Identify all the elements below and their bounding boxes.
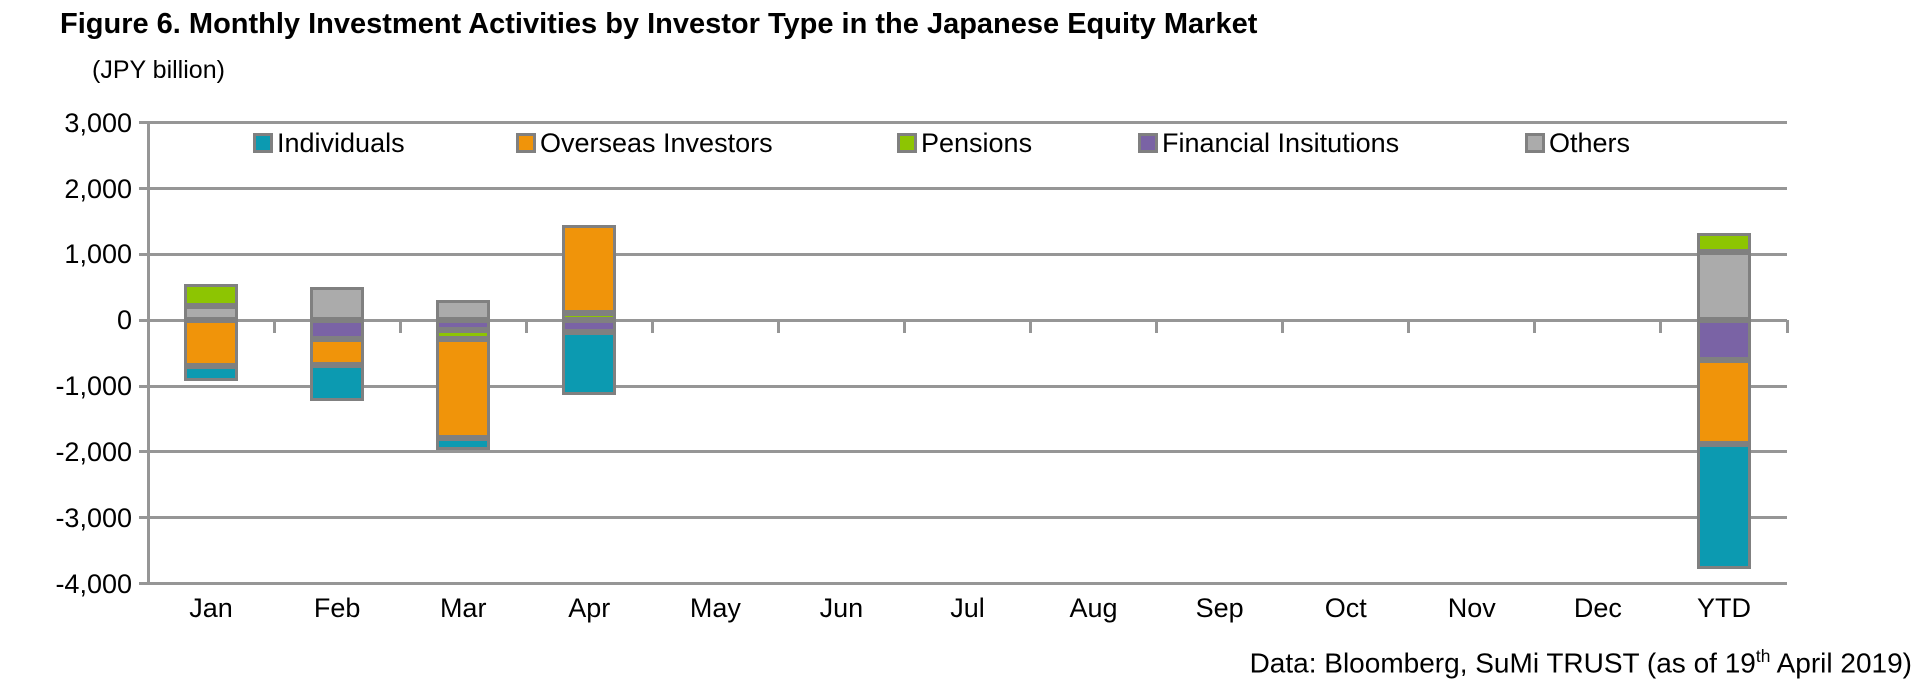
x-axis-tick-label: Aug	[1069, 593, 1118, 623]
gridline	[148, 384, 1787, 388]
source-note-text: Data: Bloomberg, SuMi TRUST (as of 19	[1249, 647, 1756, 679]
legend-marker-icon	[253, 133, 273, 153]
y-axis-tick	[139, 252, 148, 256]
bar-segment	[562, 320, 617, 333]
gridline	[148, 318, 1787, 322]
category-axis-tick	[776, 320, 780, 334]
gridline	[148, 252, 1787, 256]
category-axis-tick	[1659, 320, 1663, 334]
bar-segment	[436, 339, 491, 439]
x-axis-tick-label: May	[689, 593, 741, 623]
legend-marker-icon	[1525, 133, 1545, 153]
bar-segment	[562, 332, 617, 395]
gridline	[148, 450, 1787, 454]
legend-marker-icon	[897, 133, 917, 153]
y-axis-tick-label: 0	[116, 305, 132, 336]
x-axis-tick-label: Jan	[189, 593, 233, 623]
legend-label: Individuals	[277, 128, 405, 158]
y-axis-tick	[139, 582, 148, 586]
x-axis-tick-label: Sep	[1195, 593, 1244, 623]
bar-segment	[436, 299, 491, 321]
bar-segment	[310, 364, 365, 401]
x-axis-tick-label: Oct	[1324, 593, 1367, 623]
y-axis-tick	[139, 187, 148, 191]
figure-title: Figure 6. Monthly Investment Activities …	[60, 8, 1258, 40]
bar-segment	[436, 320, 491, 331]
gridline	[148, 582, 1787, 586]
y-axis-tick-label: -4,000	[55, 568, 132, 599]
gridline	[148, 187, 1787, 191]
x-axis-tick-label: Feb	[313, 593, 361, 623]
bar-segment	[310, 338, 365, 365]
bar-segment	[184, 283, 239, 306]
x-axis-tick-label: Nov	[1447, 593, 1496, 623]
source-note: Data: Bloomberg, SuMi TRUST (as of 19th …	[1250, 646, 1912, 679]
legend-marker-icon	[516, 133, 536, 153]
legend: Individuals Overseas Investors Pensions Fin…	[0, 128, 1920, 162]
category-axis-tick	[1155, 320, 1159, 334]
x-axis-tick-label: Jul	[950, 593, 985, 623]
legend-item: Financial Insitutions	[1138, 128, 1399, 158]
category-axis-tick	[1407, 320, 1411, 334]
category-axis-tick	[398, 320, 402, 334]
bar-segment	[436, 330, 491, 340]
legend-label: Overseas Investors	[540, 128, 773, 158]
y-axis-unit-label: (JPY billion)	[92, 56, 225, 84]
bar-segment	[1696, 360, 1751, 444]
category-axis-tick	[524, 320, 528, 334]
category-axis-tick	[902, 320, 906, 334]
legend-item: Others	[1525, 128, 1630, 158]
x-axis-tick-label: Dec	[1573, 593, 1622, 623]
bar-segment	[1696, 252, 1751, 321]
bar-segment	[184, 366, 239, 382]
bar-segment	[184, 305, 239, 321]
category-axis-tick	[1029, 320, 1033, 334]
category-axis-tick	[1785, 320, 1789, 334]
legend-label: Others	[1549, 128, 1631, 158]
y-axis-tick-label: -1,000	[55, 371, 132, 402]
bar-segment	[1696, 443, 1751, 570]
legend-marker-icon	[1138, 133, 1158, 153]
x-axis-tick-label: Mar	[439, 593, 487, 623]
source-note-superscript: th	[1755, 646, 1771, 666]
source-note-text-2: April 2019)	[1770, 647, 1912, 679]
bar-segment	[562, 225, 617, 313]
bar-segment	[310, 320, 365, 339]
y-axis-tick	[139, 450, 148, 454]
legend-label: Pensions	[921, 128, 1033, 158]
y-axis-tick	[139, 516, 148, 520]
gridline	[148, 516, 1787, 520]
category-axis-tick	[1533, 320, 1537, 334]
bar-segment	[184, 320, 239, 367]
x-axis-tick-label: Jun	[819, 593, 864, 623]
legend-item: Pensions	[897, 128, 1032, 158]
gridline	[148, 121, 1787, 125]
y-axis-tick-label: -2,000	[55, 436, 132, 467]
legend-item: Individuals	[253, 128, 405, 158]
bar-segment	[1696, 320, 1751, 361]
category-axis-tick	[272, 320, 276, 334]
y-axis-tick-label: 3,000	[64, 107, 132, 138]
y-axis-tick-label: 2,000	[64, 173, 132, 204]
category-axis-tick	[1281, 320, 1285, 334]
bar-segment	[436, 438, 491, 450]
legend-item: Overseas Investors	[516, 128, 773, 158]
y-axis-tick-label: -3,000	[55, 502, 132, 533]
bar-segment	[1696, 232, 1751, 253]
y-axis-tick	[139, 384, 148, 388]
legend-label: Financial Insitutions	[1162, 128, 1400, 158]
y-axis-tick	[139, 121, 148, 125]
category-axis-tick	[650, 320, 654, 334]
y-axis-tick-label: 1,000	[64, 239, 132, 270]
y-axis-line	[146, 121, 150, 586]
x-axis-tick-label: YTD	[1696, 593, 1751, 623]
bar-segment	[562, 312, 617, 321]
x-axis-tick-label: Apr	[568, 593, 611, 623]
bar-segment	[310, 287, 365, 321]
y-axis-tick	[139, 318, 148, 322]
